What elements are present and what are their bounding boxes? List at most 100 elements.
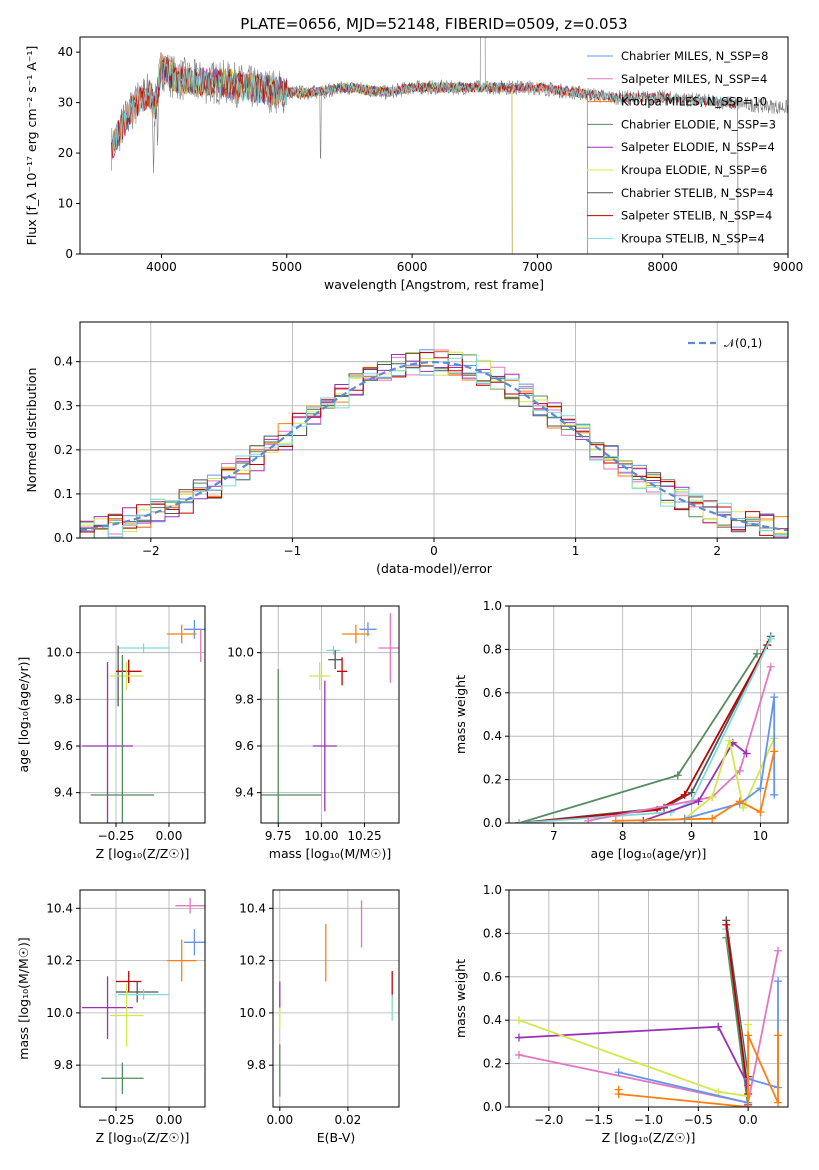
x-tick-label: 0.0	[739, 1113, 758, 1127]
axes-age-vs-mass: 9.75 10.00 10.25 9.4 9.6 9.8 10.0 mass [log₁₀(M…	[227, 605, 400, 861]
y-tick-label: 1.0	[483, 599, 502, 613]
weight-marker	[680, 790, 689, 799]
weight-marker	[744, 1020, 753, 1029]
legend-entry: Chabrier MILES, N_SSP=8	[621, 49, 768, 63]
weight-marker	[614, 1089, 623, 1098]
weight-marker	[770, 693, 779, 702]
x-axis-label: Z [log₁₀(Z/Z☉)]	[96, 1130, 190, 1145]
weight-line-4	[588, 666, 772, 822]
legend-entry: Salpeter MILES, N_SSP=4	[621, 72, 767, 86]
weight-marker	[514, 1016, 523, 1025]
axes-frame	[508, 889, 789, 1108]
axes-spectrum: 4000 5000 6000 7000 8000 9000 0 10 20 30 40 wavelen…	[24, 36, 804, 292]
histogram-8	[80, 354, 788, 538]
y-tick-label: 0.4	[483, 1013, 502, 1027]
weight-marker	[744, 1103, 753, 1107]
y-tick-label: 10.0	[239, 1006, 266, 1020]
weight-marker	[611, 816, 620, 823]
axes-frame	[260, 605, 400, 824]
plot-area-residuals	[80, 349, 788, 538]
y-tick-label: 10.0	[46, 1006, 73, 1020]
weight-marker	[742, 749, 751, 758]
y-tick-label: 0.8	[483, 642, 502, 656]
legend-entry: Kroupa STELIB, N_SSP=4	[621, 231, 765, 245]
axes-residuals: −2 −1 0 1 2 0.0 0.1 0.2 0.3 0.4 (data-model)/error…	[24, 321, 789, 576]
y-tick-label: 0.2	[483, 773, 502, 787]
y-tick-label: 9.8	[235, 692, 254, 706]
y-tick-label: 0.2	[54, 443, 73, 457]
x-axis-label: (data-model)/error	[376, 561, 493, 576]
plot-area-spectrum	[110, 37, 788, 254]
x-tick-label: 0.02	[335, 1113, 362, 1127]
x-axis-label: wavelength [Angstrom, rest frame]	[324, 277, 544, 292]
x-tick-label: 10.25	[347, 829, 381, 843]
legend-entry: Kroupa ELODIE, N_SSP=6	[621, 163, 767, 177]
x-tick-label: −1.5	[584, 1113, 613, 1127]
spectrum-legend: Chabrier MILES, N_SSP=8 Salpeter MILES, N…	[587, 49, 776, 245]
y-tick-label: 0.0	[54, 531, 73, 545]
x-tick-label: −1.0	[634, 1113, 663, 1127]
axes-frame	[272, 889, 400, 1108]
weight-marker	[714, 1087, 723, 1096]
y-tick-label: 10.2	[46, 954, 73, 968]
weight-marker	[744, 1031, 753, 1040]
plot-area-massweight-vs-Z	[514, 916, 783, 1107]
x-tick-label: 0.00	[266, 1113, 293, 1127]
y-axis-label: mass [log₁₀(M/M☉)]	[16, 937, 31, 1059]
histogram-7	[80, 352, 788, 536]
weight-marker	[708, 814, 717, 823]
y-tick-label: 9.8	[247, 1058, 266, 1072]
weight-marker	[770, 747, 779, 756]
legend-entry: Salpeter ELODIE, N_SSP=4	[621, 140, 775, 154]
y-tick-label: 0.0	[483, 1100, 502, 1114]
x-tick-label: 2	[713, 544, 721, 558]
x-axis-label: age [log₁₀(age/yr)]	[591, 846, 707, 861]
plot-area-massweight-vs-age	[515, 632, 779, 823]
weight-marker	[753, 649, 761, 658]
legend-entry: Chabrier STELIB, N_SSP=4	[621, 186, 773, 200]
y-tick-label: 10.2	[239, 954, 266, 968]
weight-line-3	[725, 924, 749, 1095]
weight-line-2	[519, 644, 769, 823]
weight-marker	[735, 766, 744, 775]
y-tick-label: 0.0	[483, 816, 502, 830]
weight-marker	[708, 792, 717, 801]
axes-mass-vs-Z: −0.25 0.00 9.8 10.0 10.2 10.4 Z [log₁₀(Z/Z☉)] m…	[16, 889, 206, 1145]
x-tick-label: 0.00	[156, 829, 183, 843]
y-tick-label: 0.2	[483, 1057, 502, 1071]
legend-entry: Kroupa MILES, N_SSP=10	[621, 95, 767, 109]
x-tick-label: −2	[142, 544, 160, 558]
y-tick-label: 0.1	[54, 487, 73, 501]
y-tick-label: 10.0	[227, 646, 254, 660]
weight-marker	[766, 634, 775, 643]
x-tick-label: 10.00	[304, 829, 338, 843]
weight-marker	[694, 797, 703, 806]
weight-marker	[514, 1050, 523, 1059]
y-axis-label: mass weight	[453, 959, 468, 1038]
axes-frame	[79, 321, 789, 539]
x-tick-label: 1	[572, 544, 580, 558]
weight-line-5	[642, 741, 748, 822]
x-tick-label: 9	[688, 829, 696, 843]
axes-frame	[79, 889, 206, 1108]
plot-area-age-vs-Z	[82, 620, 205, 823]
x-tick-label: 9000	[773, 260, 804, 274]
x-tick-label: −1	[284, 544, 302, 558]
x-tick-label: 0.00	[156, 1113, 183, 1127]
weight-marker	[722, 920, 731, 929]
weight-marker	[514, 1033, 523, 1042]
y-axis-label: mass weight	[453, 675, 468, 754]
weight-marker	[725, 736, 734, 745]
y-tick-label: 0.8	[483, 926, 502, 940]
axes-mass-vs-EBV: 0.00 0.02 9.8 10.0 10.2 10.4 E(B-V)	[239, 889, 400, 1145]
x-tick-label: −2.0	[534, 1113, 563, 1127]
axes-massweight-vs-Z: −2.0 −1.5 −1.0 −0.5 0.0 0.0 0.2 0.4 0.6 0.8 1.0 Z […	[453, 883, 789, 1145]
weight-marker	[735, 797, 744, 806]
y-tick-label: 9.4	[235, 786, 254, 800]
weight-marker	[515, 819, 524, 823]
weight-marker	[774, 1031, 783, 1040]
y-tick-label: 9.8	[54, 1058, 73, 1072]
weight-marker	[756, 784, 765, 793]
